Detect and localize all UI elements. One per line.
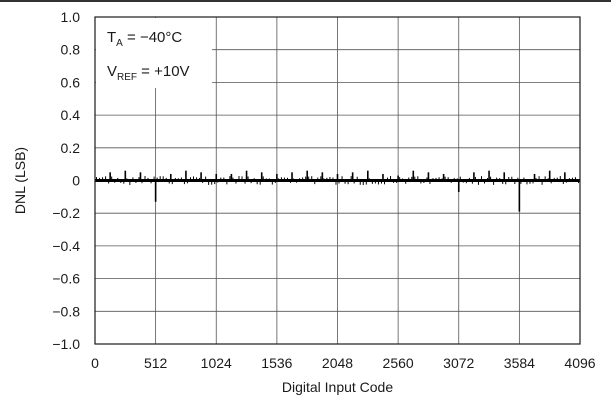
annotation-vref-subscript: REF [117, 72, 137, 83]
y-tick-label: 1.0 [61, 9, 81, 25]
annotation-temperature: TA = −40°C [107, 29, 182, 49]
x-axis-title: Digital Input Code [282, 379, 394, 395]
y-tick-label: 0.6 [61, 74, 81, 90]
x-tick-label: 4096 [564, 355, 595, 371]
x-tick-labels: 0 512 1024 1536 2048 2560 3072 3584 4096 [91, 355, 596, 371]
x-tick-label: 0 [91, 355, 99, 371]
annotation-box [96, 18, 212, 88]
y-tick-label: −1.0 [52, 336, 80, 352]
y-tick-label: −0.2 [52, 205, 80, 221]
data-series [95, 170, 580, 212]
y-tick-label: −0.8 [52, 303, 80, 319]
y-axis-title: DNL (LSB) [12, 147, 28, 214]
y-tick-label: 0 [72, 173, 80, 189]
annotation-vref-symbol: V [107, 63, 117, 80]
annotation-vref-value: = +10V [137, 63, 190, 80]
x-tick-label: 1024 [201, 355, 232, 371]
y-tick-label: 0.8 [61, 42, 81, 58]
x-tick-label: 3072 [443, 355, 474, 371]
x-tick-label: 3584 [504, 355, 535, 371]
y-tick-label: 0.2 [61, 140, 81, 156]
x-tick-label: 2048 [322, 355, 353, 371]
y-tick-label: 0.4 [61, 107, 81, 123]
annotation-reference-voltage: VREF = +10V [107, 63, 190, 83]
x-tick-label: 512 [144, 355, 168, 371]
plot-frame [94, 16, 581, 345]
annotation-temperature-subscript: A [116, 38, 123, 49]
annotation-temperature-symbol: T [107, 29, 116, 46]
y-tick-label: −0.6 [52, 271, 80, 287]
y-tick-label: −0.4 [52, 238, 80, 254]
y-tick-labels: 1.0 0.8 0.6 0.4 0.2 0 −0.2 −0.4 −0.6 −0.8 −1.0 [52, 9, 80, 352]
x-tick-label: 1536 [261, 355, 292, 371]
annotation-temperature-value: = −40°C [123, 29, 183, 46]
x-tick-label: 2560 [383, 355, 414, 371]
